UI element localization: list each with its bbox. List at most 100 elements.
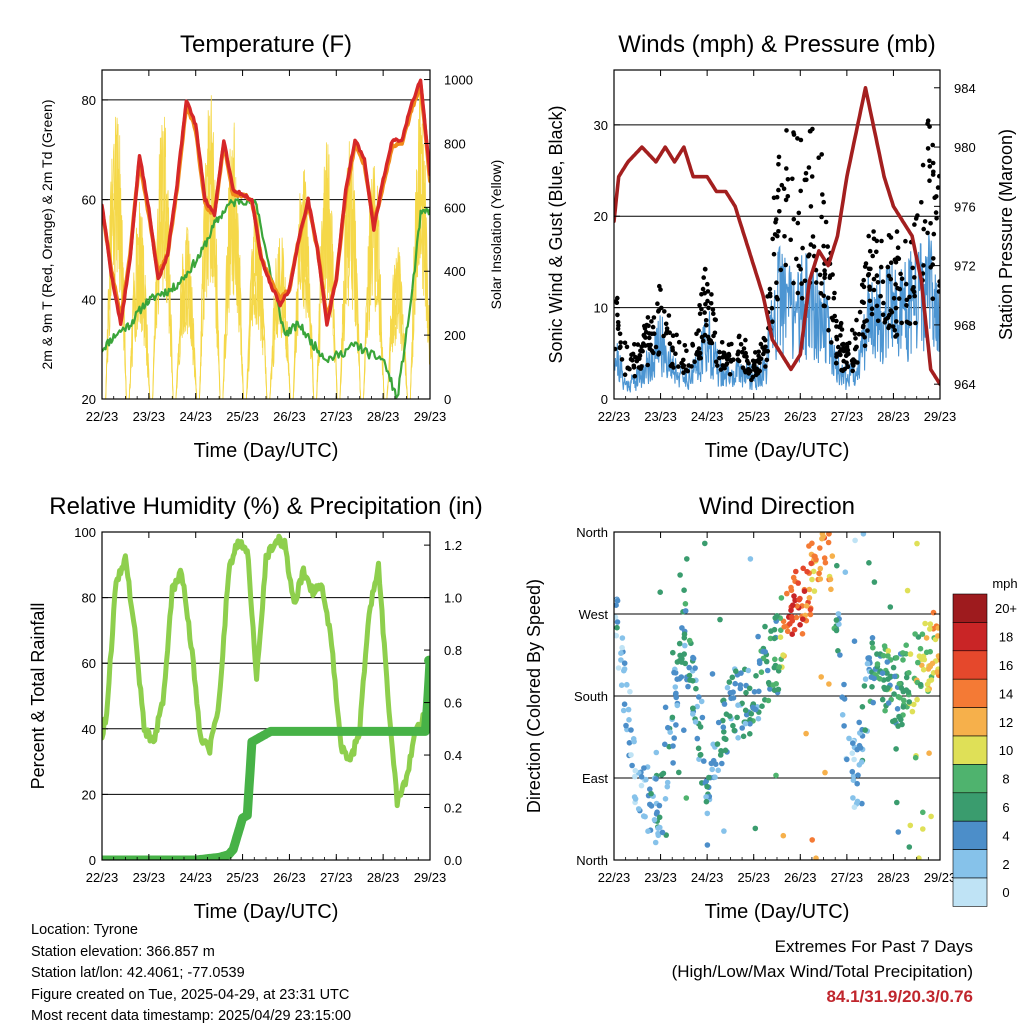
gust-point bbox=[697, 311, 703, 317]
gust-point bbox=[921, 226, 926, 232]
gust-point bbox=[696, 328, 701, 333]
gust-point bbox=[889, 310, 895, 315]
direction-point bbox=[628, 727, 634, 733]
station-info: Location: Tyrone Station elevation: 366.… bbox=[31, 920, 351, 1028]
direction-point bbox=[788, 587, 795, 594]
gust-point bbox=[850, 368, 855, 374]
colorbar: mph 20+ 18 16 14 12 10 8 6 4 2 0 bbox=[952, 576, 1018, 907]
direction-point bbox=[796, 597, 802, 603]
direction-point bbox=[755, 633, 761, 640]
direction-point bbox=[907, 822, 914, 829]
gust-point bbox=[853, 336, 858, 341]
direction-point bbox=[806, 586, 813, 593]
colorbar-swatch bbox=[952, 678, 988, 708]
x-tick-label: 23/23 bbox=[644, 870, 677, 885]
gust-point bbox=[821, 199, 826, 205]
gust-points bbox=[614, 118, 940, 383]
gust-point bbox=[649, 331, 655, 337]
direction-point bbox=[896, 681, 903, 687]
gust-point bbox=[618, 340, 623, 345]
direction-point bbox=[924, 681, 931, 688]
gust-point bbox=[861, 277, 866, 283]
gust-point bbox=[682, 343, 688, 348]
direction-point bbox=[750, 704, 756, 711]
direction-point bbox=[693, 685, 699, 692]
direction-point bbox=[687, 677, 693, 683]
gust-point bbox=[927, 178, 932, 183]
direction-point bbox=[791, 593, 797, 599]
gust-point bbox=[760, 345, 765, 350]
created-text: Figure created on Tue, 2025-04-29, at 23… bbox=[31, 986, 350, 1003]
gust-point bbox=[841, 345, 846, 351]
gust-point bbox=[894, 332, 900, 338]
gust-point bbox=[893, 259, 899, 265]
y-tick-label: 0 bbox=[601, 392, 608, 407]
direction-point bbox=[753, 673, 759, 679]
gust-point bbox=[829, 340, 834, 345]
direction-point bbox=[710, 741, 716, 748]
x-tick-label: 28/23 bbox=[877, 409, 910, 424]
gust-point bbox=[869, 311, 875, 317]
direction-point bbox=[901, 697, 907, 704]
gust-point bbox=[865, 273, 871, 278]
direction-point bbox=[621, 666, 628, 672]
gust-point bbox=[711, 311, 716, 317]
solar-insolation-line bbox=[222, 150, 244, 399]
colorbar-swatch bbox=[952, 764, 988, 794]
gust-point bbox=[701, 275, 706, 280]
direction-point bbox=[762, 623, 768, 630]
direction-point bbox=[717, 616, 723, 623]
gust-point bbox=[770, 236, 775, 242]
direction-point bbox=[906, 844, 913, 850]
gust-point bbox=[651, 315, 657, 320]
panel-title: Wind Direction bbox=[699, 493, 855, 520]
direction-point bbox=[928, 813, 934, 820]
gust-point bbox=[894, 319, 899, 324]
direction-point bbox=[625, 706, 632, 713]
direction-point bbox=[858, 759, 865, 765]
gust-point bbox=[937, 283, 940, 288]
gust-point bbox=[744, 354, 749, 360]
x-tick-label: 28/23 bbox=[367, 870, 400, 885]
gust-point bbox=[681, 370, 686, 376]
gust-point bbox=[783, 262, 788, 268]
direction-point bbox=[898, 716, 904, 723]
direction-point bbox=[740, 733, 747, 740]
direction-point bbox=[860, 532, 867, 537]
gust-point bbox=[821, 243, 826, 249]
direction-point bbox=[686, 664, 692, 671]
colorbar-swatch bbox=[952, 849, 988, 879]
direction-point bbox=[767, 686, 773, 692]
gust-point bbox=[899, 276, 905, 282]
x-tick-label: 26/23 bbox=[784, 409, 817, 424]
y-right-tick-label: 200 bbox=[444, 328, 466, 343]
gust-point bbox=[740, 365, 746, 371]
direction-point bbox=[771, 664, 778, 671]
direction-point bbox=[909, 708, 916, 715]
direction-point bbox=[729, 674, 736, 681]
x-axis-label: Time (Day/UTC) bbox=[194, 901, 339, 923]
direction-point bbox=[930, 609, 937, 616]
direction-point bbox=[733, 668, 739, 674]
gust-point bbox=[625, 365, 631, 371]
gust-point bbox=[880, 312, 886, 318]
direction-point bbox=[627, 688, 633, 695]
direction-point bbox=[784, 628, 791, 635]
direction-point bbox=[659, 829, 666, 836]
gust-point bbox=[795, 136, 800, 141]
gust-point bbox=[822, 268, 827, 273]
gust-point bbox=[862, 343, 868, 349]
direction-point bbox=[720, 724, 727, 730]
gust-point bbox=[741, 346, 747, 351]
direction-point bbox=[692, 719, 699, 725]
gust-point bbox=[869, 306, 875, 312]
direction-point bbox=[656, 814, 663, 821]
gust-point bbox=[617, 345, 623, 351]
gust-point bbox=[791, 132, 797, 137]
direction-point bbox=[841, 723, 847, 729]
direction-point bbox=[837, 652, 843, 658]
direction-point bbox=[934, 669, 940, 675]
gust-point bbox=[808, 242, 814, 247]
direction-point bbox=[681, 651, 687, 657]
direction-point bbox=[697, 724, 704, 730]
